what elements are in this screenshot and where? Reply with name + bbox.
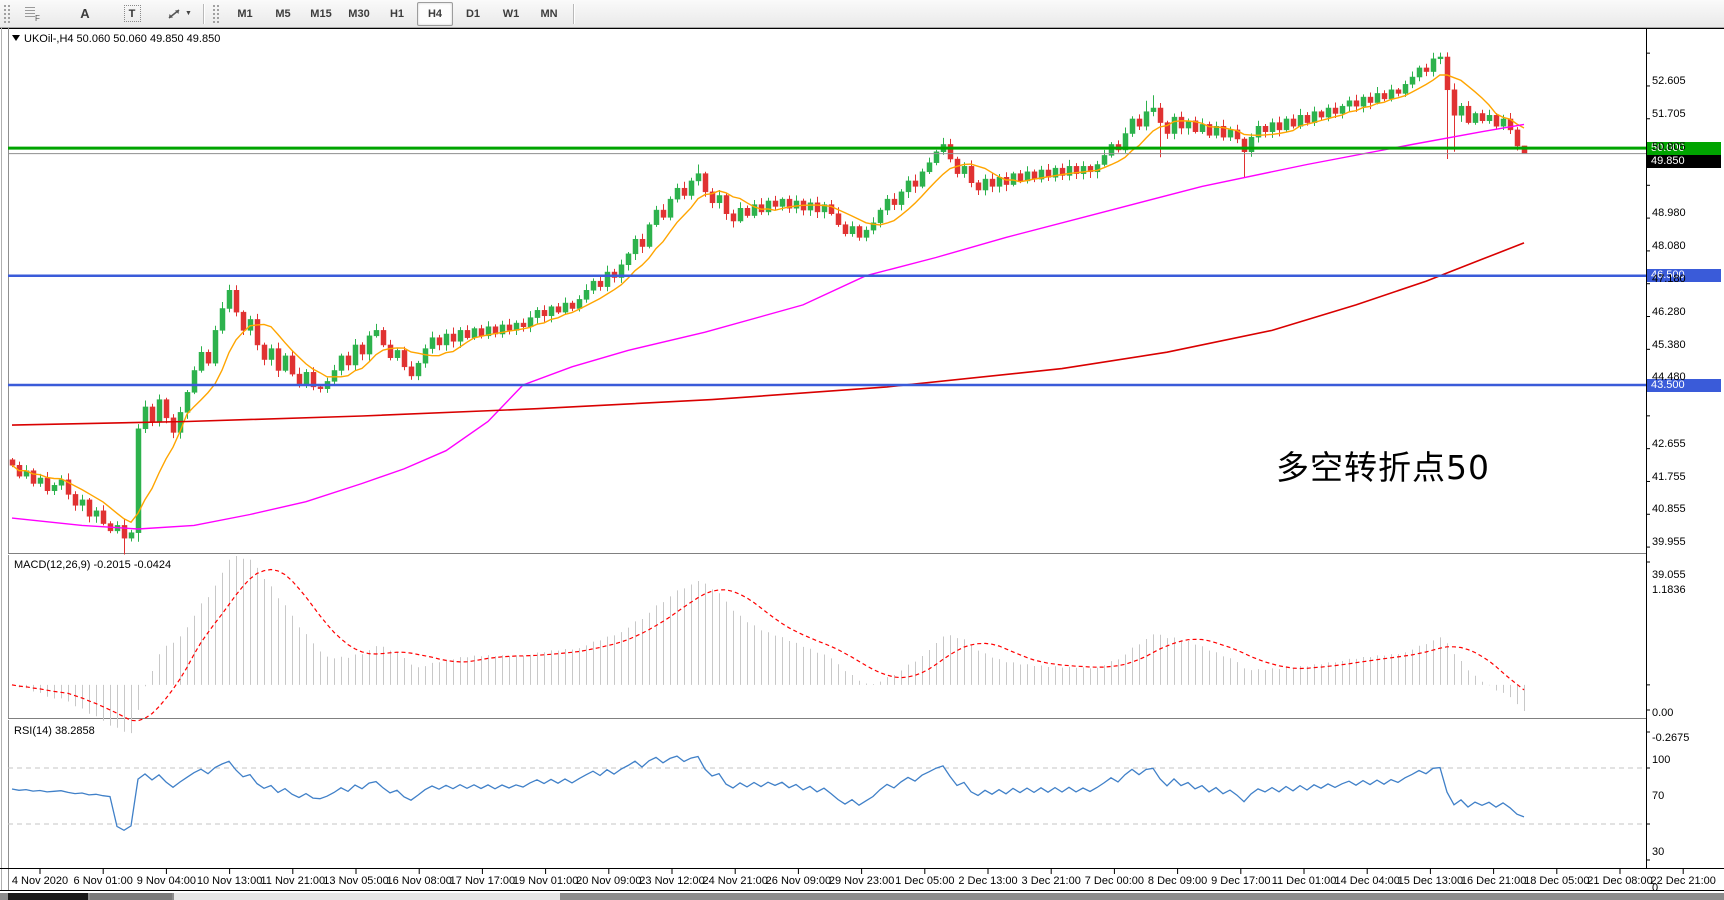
text-label-icon: A bbox=[80, 6, 90, 21]
time-label-10: 23 Nov 12:00 bbox=[639, 875, 705, 887]
line-studies-tool-button[interactable]: ▼ bbox=[161, 2, 197, 26]
timeframe-button-w1[interactable]: W1 bbox=[502, 7, 520, 20]
timeframe-button-mn[interactable]: MN bbox=[540, 7, 558, 20]
chart-canvas[interactable] bbox=[0, 28, 1724, 900]
time-label-9: 20 Nov 09:00 bbox=[576, 875, 642, 887]
text-box-tool-button[interactable]: T bbox=[114, 2, 150, 26]
price-badge-43.500: 43.500 bbox=[1647, 378, 1721, 392]
rsi-axis-30: 30 bbox=[1652, 846, 1665, 858]
diagonal-arrows-icon bbox=[168, 8, 180, 19]
toolbar-separator bbox=[203, 3, 204, 24]
symbol-dropdown-caret-icon[interactable] bbox=[12, 35, 20, 41]
toolbar: F A T ▼ M1 M5 M15 M30 H1 H4 D1 W1 MN bbox=[0, 0, 1724, 28]
time-label-20: 11 Dec 01:00 bbox=[1271, 875, 1337, 887]
timeframe-button-m15[interactable]: M15 bbox=[310, 7, 332, 20]
time-label-1: 6 Nov 01:00 bbox=[73, 875, 133, 887]
dropdown-caret-icon[interactable]: ▼ bbox=[185, 10, 192, 17]
price-tick-45.380: 45.380 bbox=[1652, 338, 1686, 351]
rsi-indicator-label: RSI(14) 38.2858 bbox=[14, 725, 95, 737]
timeframe-group: M1 M5 M15 M30 H1 H4 D1 W1 MN bbox=[226, 1, 568, 26]
time-label-11: 24 Nov 21:00 bbox=[702, 875, 768, 887]
macd-indicator-label: MACD(12,26,9) -0.2015 -0.0424 bbox=[14, 559, 172, 571]
price-badge-46.500: 46.500 bbox=[1647, 269, 1721, 283]
timeframe-button-h4[interactable]: H4 bbox=[417, 1, 453, 26]
dotted-grid-icon: F bbox=[25, 6, 40, 22]
time-label-0: 4 Nov 2020 bbox=[11, 875, 69, 887]
price-tick-42.655: 42.655 bbox=[1652, 437, 1686, 450]
time-label-13: 29 Nov 23:00 bbox=[828, 875, 895, 887]
time-label-22: 15 Dec 13:00 bbox=[1397, 875, 1464, 887]
time-label-17: 7 Dec 00:00 bbox=[1084, 875, 1145, 887]
price-tick-47.180: 47.180 bbox=[1652, 272, 1686, 285]
time-label-26: 22 Dec 21:00 bbox=[1650, 875, 1716, 887]
timeframe-button-m1[interactable]: M1 bbox=[237, 7, 253, 20]
text-box-icon: T bbox=[123, 5, 141, 22]
time-label-3: 10 Nov 13:00 bbox=[196, 875, 263, 887]
time-label-16: 3 Dec 21:00 bbox=[1021, 875, 1081, 887]
time-label-25: 21 Dec 08:00 bbox=[1587, 875, 1653, 887]
time-label-19: 9 Dec 17:00 bbox=[1211, 875, 1271, 887]
rsi-axis-100: 100 bbox=[1652, 754, 1671, 766]
toolbar-separator-2 bbox=[573, 3, 574, 24]
chart-window[interactable]: UKOil-,H4 50.060 50.060 49.850 49.850 MA… bbox=[0, 28, 1724, 894]
time-label-23: 16 Dec 21:00 bbox=[1460, 875, 1527, 887]
time-label-15: 2 Dec 13:00 bbox=[958, 875, 1018, 887]
macd-axis-1.1836: 1.1836 bbox=[1652, 584, 1686, 596]
price-badge-49.850: 49.850 bbox=[1647, 154, 1721, 168]
time-label-5: 13 Nov 05:00 bbox=[323, 875, 389, 887]
price-tick-51.705: 51.705 bbox=[1652, 107, 1686, 120]
toolbar-drag-handle[interactable] bbox=[3, 3, 11, 24]
timeframe-button-d1[interactable]: D1 bbox=[465, 7, 481, 20]
time-label-24: 18 Dec 05:00 bbox=[1524, 875, 1590, 887]
time-label-7: 17 Nov 17:00 bbox=[449, 875, 516, 887]
time-label-8: 19 Nov 01:00 bbox=[512, 875, 579, 887]
price-tick-41.755: 41.755 bbox=[1652, 470, 1686, 483]
price-tick-39.055: 39.055 bbox=[1652, 569, 1686, 582]
price-badge-50.000: 50.000 bbox=[1647, 141, 1721, 155]
price-tick-46.280: 46.280 bbox=[1652, 305, 1686, 318]
macd-axis-0.00: 0.00 bbox=[1652, 706, 1674, 719]
svg-text:F: F bbox=[35, 14, 40, 22]
time-label-18: 8 Dec 09:00 bbox=[1147, 875, 1208, 887]
price-tick-44.480: 44.480 bbox=[1652, 371, 1686, 384]
time-label-6: 16 Nov 08:00 bbox=[386, 875, 452, 887]
chart-tabs-strip bbox=[0, 893, 1724, 900]
timeframe-button-m30[interactable]: M30 bbox=[348, 7, 370, 20]
price-tick-50.805: 50.805 bbox=[1652, 140, 1686, 153]
grid-f-tool-button[interactable]: F bbox=[16, 2, 52, 26]
chart-annotation-text: 多空转折点50 bbox=[1276, 448, 1490, 487]
chart-tab-2[interactable] bbox=[90, 893, 172, 900]
price-tick-39.955: 39.955 bbox=[1652, 536, 1686, 549]
time-label-14: 1 Dec 05:00 bbox=[895, 875, 955, 887]
chart-tab-3[interactable] bbox=[174, 893, 560, 900]
text-label-tool-button[interactable]: A bbox=[67, 2, 103, 26]
timeframe-group-handle[interactable] bbox=[212, 3, 220, 24]
timeframe-button-m5[interactable]: M5 bbox=[275, 7, 291, 20]
price-tick-48.080: 48.080 bbox=[1652, 240, 1686, 253]
chart-title-ohlc: UKOil-,H4 50.060 50.060 49.850 49.850 bbox=[24, 33, 221, 45]
time-label-12: 26 Nov 09:00 bbox=[765, 875, 832, 887]
time-label-2: 9 Nov 04:00 bbox=[136, 875, 197, 887]
macd-axis--0.2675: -0.2675 bbox=[1652, 732, 1690, 744]
chart-tab-active[interactable] bbox=[8, 893, 88, 900]
price-tick-48.980: 48.980 bbox=[1652, 207, 1686, 220]
timeframe-button-h1[interactable]: H1 bbox=[389, 7, 405, 20]
rsi-axis-0: 0 bbox=[1652, 882, 1659, 894]
rsi-axis-70: 70 bbox=[1652, 790, 1665, 802]
price-tick-40.855: 40.855 bbox=[1652, 503, 1686, 516]
time-label-21: 14 Dec 04:00 bbox=[1334, 875, 1400, 887]
price-tick-52.605: 52.605 bbox=[1652, 75, 1686, 88]
time-label-4: 11 Nov 21:00 bbox=[260, 875, 326, 887]
